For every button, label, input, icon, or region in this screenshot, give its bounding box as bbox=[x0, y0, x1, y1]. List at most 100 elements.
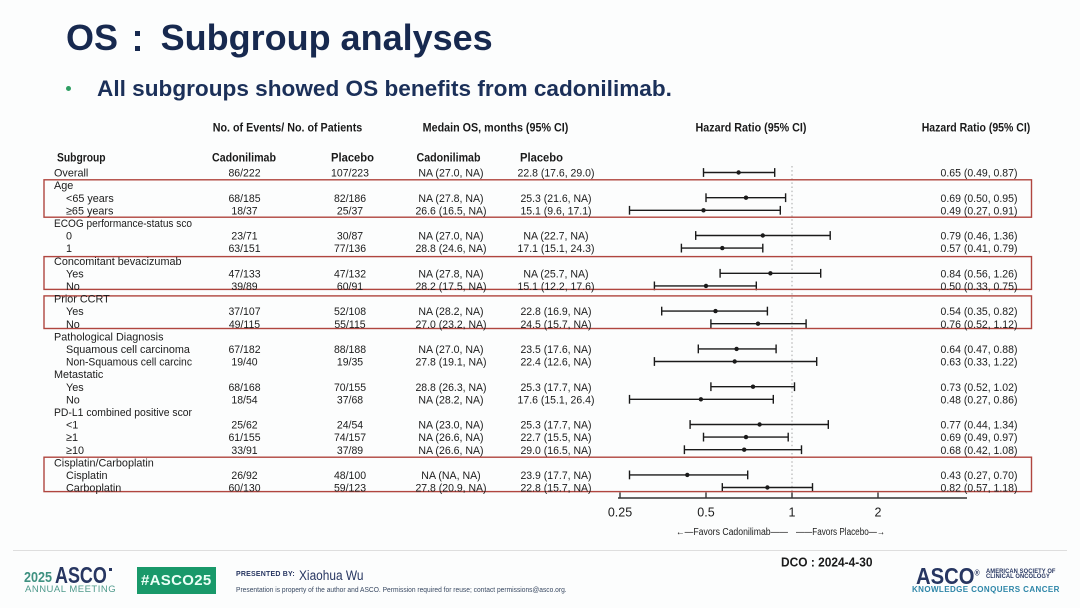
svg-text:Concomitant bevacizumab: Concomitant bevacizumab bbox=[54, 256, 182, 268]
svg-text:Hazard Ratio (95% CI): Hazard Ratio (95% CI) bbox=[696, 121, 807, 135]
svg-text:25.3 (17.7, NA): 25.3 (17.7, NA) bbox=[520, 382, 591, 394]
svg-text:0.49 (0.27, 0.91): 0.49 (0.27, 0.91) bbox=[941, 205, 1018, 217]
svg-text:0.69 (0.50, 0.95): 0.69 (0.50, 0.95) bbox=[941, 193, 1018, 205]
svg-text:22.8 (17.6, 29.0): 22.8 (17.6, 29.0) bbox=[518, 168, 595, 180]
svg-text:2: 2 bbox=[875, 506, 882, 520]
svg-text:Age: Age bbox=[54, 180, 73, 192]
svg-text:22.8 (15.7, NA): 22.8 (15.7, NA) bbox=[520, 483, 591, 495]
svg-text:19/35: 19/35 bbox=[337, 357, 363, 369]
svg-text:0.84 (0.56, 1.26): 0.84 (0.56, 1.26) bbox=[941, 268, 1018, 280]
svg-text:52/108: 52/108 bbox=[334, 306, 366, 318]
svg-text:28.8 (24.6, NA): 28.8 (24.6, NA) bbox=[415, 243, 486, 255]
svg-text:68/185: 68/185 bbox=[228, 193, 260, 205]
svg-text:0.54 (0.35, 0.82): 0.54 (0.35, 0.82) bbox=[941, 306, 1018, 318]
svg-text:23/71: 23/71 bbox=[231, 231, 257, 243]
svg-text:≥1: ≥1 bbox=[66, 432, 78, 444]
svg-text:NA (27.0, NA): NA (27.0, NA) bbox=[418, 231, 483, 243]
svg-text:Cisplatin: Cisplatin bbox=[66, 470, 108, 482]
svg-text:68/168: 68/168 bbox=[228, 382, 260, 394]
svg-text:77/136: 77/136 bbox=[334, 243, 366, 255]
svg-text:DCO : 2024-4-30: DCO : 2024-4-30 bbox=[781, 555, 873, 570]
svg-text:17.1 (15.1, 24.3): 17.1 (15.1, 24.3) bbox=[518, 243, 595, 255]
svg-text:Squamous cell carcinoma: Squamous cell carcinoma bbox=[66, 344, 191, 356]
svg-text:55/115: 55/115 bbox=[334, 319, 365, 331]
svg-text:Placebo: Placebo bbox=[331, 151, 374, 165]
svg-text:60/91: 60/91 bbox=[337, 281, 363, 293]
svg-text:NA (NA, NA): NA (NA, NA) bbox=[421, 470, 481, 482]
svg-text:25/62: 25/62 bbox=[231, 420, 257, 432]
svg-text:ECOG performance-status sco: ECOG performance-status sco bbox=[54, 218, 192, 230]
svg-text:0.82 (0.57, 1.18): 0.82 (0.57, 1.18) bbox=[941, 483, 1018, 495]
svg-text:27.8 (19.1, NA): 27.8 (19.1, NA) bbox=[415, 357, 486, 369]
svg-text:No: No bbox=[66, 394, 80, 406]
svg-text:NA (28.2, NA): NA (28.2, NA) bbox=[418, 306, 483, 318]
svg-text:NA (28.2, NA): NA (28.2, NA) bbox=[418, 394, 483, 406]
svg-text:NA (22.7, NA): NA (22.7, NA) bbox=[523, 231, 588, 243]
svg-text:Placebo: Placebo bbox=[520, 151, 563, 165]
svg-text:26.6 (16.5, NA): 26.6 (16.5, NA) bbox=[415, 205, 486, 217]
svg-text:37/68: 37/68 bbox=[337, 394, 363, 406]
svg-text:Medain OS, months (95% CI): Medain OS, months (95% CI) bbox=[423, 121, 569, 135]
svg-text:NA (27.8, NA): NA (27.8, NA) bbox=[418, 193, 483, 205]
svg-text:25.3 (21.6, NA): 25.3 (21.6, NA) bbox=[520, 193, 591, 205]
svg-text:Hazard Ratio (95% CI): Hazard Ratio (95% CI) bbox=[922, 121, 1031, 135]
svg-text:NA (27.0, NA): NA (27.0, NA) bbox=[418, 168, 483, 180]
svg-text:28.2 (17.5, NA): 28.2 (17.5, NA) bbox=[415, 281, 486, 293]
svg-text:37/107: 37/107 bbox=[228, 306, 260, 318]
svg-text:22.8 (16.9, NA): 22.8 (16.9, NA) bbox=[520, 306, 591, 318]
svg-text:←—Favors Cadonilimab——: ←—Favors Cadonilimab—— bbox=[676, 527, 788, 538]
svg-text:Yes: Yes bbox=[66, 382, 84, 394]
svg-text:49/115: 49/115 bbox=[229, 319, 260, 331]
svg-text:88/188: 88/188 bbox=[334, 344, 366, 356]
svg-text:NA (27.8, NA): NA (27.8, NA) bbox=[418, 268, 483, 280]
svg-text:39/89: 39/89 bbox=[231, 281, 257, 293]
svg-text:0.64 (0.47, 0.88): 0.64 (0.47, 0.88) bbox=[941, 344, 1018, 356]
svg-text:25.3 (17.7, NA): 25.3 (17.7, NA) bbox=[520, 420, 591, 432]
svg-text:67/182: 67/182 bbox=[228, 344, 260, 356]
svg-text:NA (25.7, NA): NA (25.7, NA) bbox=[523, 268, 588, 280]
svg-text:22.4 (12.6, NA): 22.4 (12.6, NA) bbox=[520, 357, 591, 369]
svg-text:0.43 (0.27, 0.70): 0.43 (0.27, 0.70) bbox=[941, 470, 1018, 482]
svg-text:0: 0 bbox=[66, 231, 72, 243]
svg-text:82/186: 82/186 bbox=[334, 193, 366, 205]
svg-text:24/54: 24/54 bbox=[337, 420, 363, 432]
svg-text:15.1 (9.6, 17.1): 15.1 (9.6, 17.1) bbox=[520, 205, 591, 217]
svg-text:23.9 (17.7, NA): 23.9 (17.7, NA) bbox=[520, 470, 591, 482]
svg-text:61/155: 61/155 bbox=[228, 432, 260, 444]
svg-text:24.5 (15.7, NA): 24.5 (15.7, NA) bbox=[520, 319, 591, 331]
svg-text:NA (27.0, NA): NA (27.0, NA) bbox=[418, 344, 483, 356]
svg-text:60/130: 60/130 bbox=[228, 483, 260, 495]
svg-text:30/87: 30/87 bbox=[337, 231, 363, 243]
svg-text:59/123: 59/123 bbox=[334, 483, 366, 495]
svg-text:NA (23.0, NA): NA (23.0, NA) bbox=[418, 420, 483, 432]
svg-text:1: 1 bbox=[789, 506, 796, 520]
svg-text:0.69 (0.49, 0.97): 0.69 (0.49, 0.97) bbox=[941, 432, 1018, 444]
svg-text:33/91: 33/91 bbox=[231, 445, 257, 457]
svg-text:107/223: 107/223 bbox=[331, 168, 369, 180]
svg-text:48/100: 48/100 bbox=[334, 470, 366, 482]
svg-text:Carboplatin: Carboplatin bbox=[66, 483, 121, 495]
svg-text:Overall: Overall bbox=[54, 168, 88, 180]
svg-text:37/89: 37/89 bbox=[337, 445, 363, 457]
svg-text:0.57 (0.41, 0.79): 0.57 (0.41, 0.79) bbox=[941, 243, 1018, 255]
svg-text:28.8 (26.3, NA): 28.8 (26.3, NA) bbox=[415, 382, 486, 394]
svg-text:Prior CCRT: Prior CCRT bbox=[54, 294, 110, 306]
svg-text:NA (26.6, NA): NA (26.6, NA) bbox=[418, 432, 483, 444]
svg-text:Yes: Yes bbox=[66, 306, 84, 318]
svg-text:Cisplatin/Carboplatin: Cisplatin/Carboplatin bbox=[54, 457, 154, 469]
svg-text:Pathological Diagnosis: Pathological Diagnosis bbox=[54, 331, 164, 343]
svg-text:0.77 (0.44, 1.34): 0.77 (0.44, 1.34) bbox=[941, 420, 1018, 432]
svg-text:18/37: 18/37 bbox=[231, 205, 257, 217]
svg-text:No: No bbox=[66, 281, 80, 293]
svg-text:0.63 (0.33, 1.22): 0.63 (0.33, 1.22) bbox=[941, 357, 1018, 369]
svg-text:0.50 (0.33, 0.75): 0.50 (0.33, 0.75) bbox=[941, 281, 1018, 293]
svg-text:22.7 (15.5, NA): 22.7 (15.5, NA) bbox=[520, 432, 591, 444]
svg-text:23.5 (17.6, NA): 23.5 (17.6, NA) bbox=[520, 344, 591, 356]
svg-text:27.8 (20.9, NA): 27.8 (20.9, NA) bbox=[415, 483, 486, 495]
svg-text:27.0 (23.2, NA): 27.0 (23.2, NA) bbox=[415, 319, 486, 331]
svg-text:0.5: 0.5 bbox=[697, 506, 714, 520]
svg-text:0.76 (0.52, 1.12): 0.76 (0.52, 1.12) bbox=[941, 319, 1018, 331]
svg-text:Cadonilimab: Cadonilimab bbox=[212, 151, 276, 165]
svg-text:≥65 years: ≥65 years bbox=[66, 205, 114, 217]
svg-text:Metastatic: Metastatic bbox=[54, 369, 104, 381]
